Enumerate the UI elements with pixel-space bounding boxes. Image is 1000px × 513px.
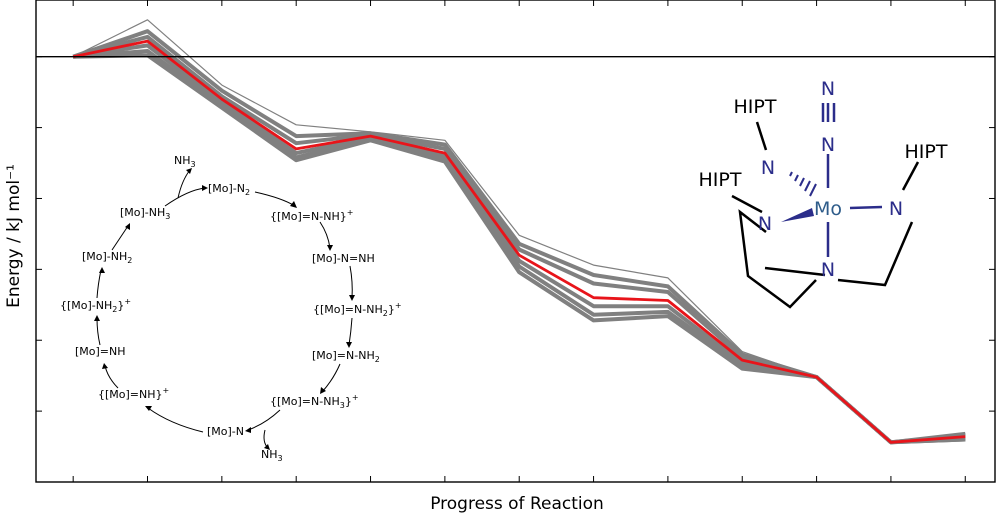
cycle-step-3: {[Mo]=N-NH2}+ — [313, 301, 402, 318]
wedge-bond — [781, 208, 814, 222]
nh3-byproduct-top: NH3 — [174, 154, 196, 169]
blue-bonds — [821, 103, 883, 257]
molybdenum-complex-structure: N N N N N N Mo HIPT HIPT HIPT — [699, 78, 948, 309]
cycle-step-11: [Mo]-NH3 — [120, 206, 170, 221]
hipt-label-right: HIPT — [905, 141, 948, 163]
hashed-bond — [789, 171, 817, 197]
cycle-arrowheads — [94, 168, 355, 450]
molybdenum-atom: Mo — [814, 198, 842, 220]
n2-terminal-atom: N — [821, 78, 835, 100]
cycle-step-9: {[Mo]-NH2}+ — [60, 297, 131, 314]
hipt-label-top: HIPT — [734, 96, 777, 118]
amide-n-right: N — [889, 198, 903, 220]
cycle-step-7: {[Mo]=NH}+ — [98, 386, 169, 401]
n2-bound-atom: N — [821, 134, 835, 156]
amine-n-apical: N — [821, 259, 835, 281]
highlight-series-group — [72, 39, 966, 444]
nh3-byproduct-bottom: NH3 — [261, 448, 283, 463]
x-axis-label: Progress of Reaction — [430, 494, 604, 513]
highlight-series-line — [72, 39, 966, 444]
black-bonds — [731, 121, 920, 309]
cycle-step-5: {[Mo]=N-NH3}+ — [270, 393, 359, 410]
cycle-step-0: [Mo]-N2 — [208, 182, 250, 197]
amide-n-left: N — [758, 213, 772, 235]
cycle-step-2: [Mo]-N=NH — [312, 252, 375, 265]
cycle-step-10: [Mo]-NH2 — [82, 250, 132, 265]
cycle-step-4: [Mo]=N-NH2 — [312, 349, 380, 364]
amide-n-upper: N — [761, 157, 775, 179]
y-axis-label: Energy / kJ mol⁻¹ — [4, 164, 24, 308]
cycle-step-6: [Mo]-N — [207, 425, 244, 438]
cycle-step-8: [Mo]=NH — [75, 345, 126, 358]
hipt-label-left: HIPT — [699, 169, 742, 191]
cycle-step-1: {[Mo]=N-NH}+ — [270, 208, 353, 223]
axis-ticks — [36, 0, 995, 482]
catalytic-cycle-scheme: [Mo]-N2 {[Mo]=N-NH}+ [Mo]-N=NH {[Mo]=N-N… — [60, 154, 402, 463]
